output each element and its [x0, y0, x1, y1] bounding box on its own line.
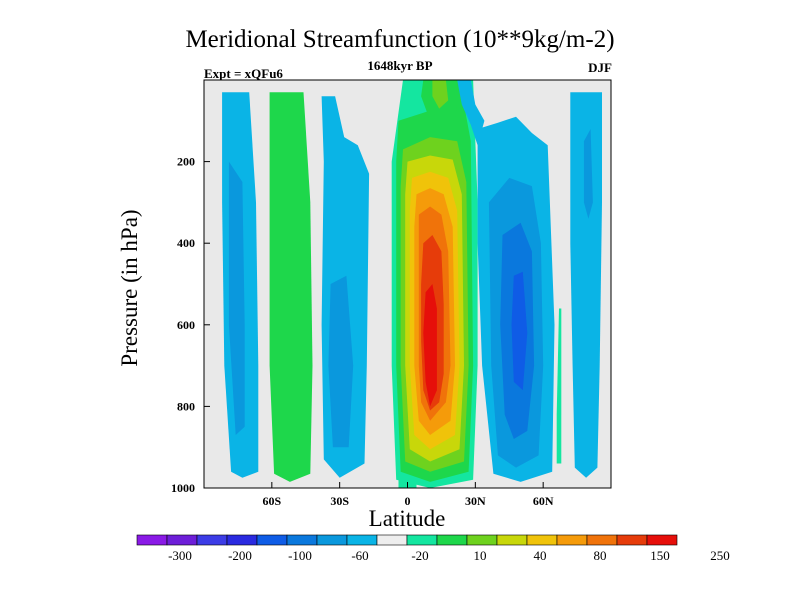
contour-region	[511, 271, 528, 391]
contour-region	[457, 80, 485, 146]
x-tick-label: 60N	[533, 494, 554, 508]
x-tick-label: 30S	[330, 494, 349, 508]
colorbar-swatch	[526, 534, 558, 546]
contour-region	[556, 308, 562, 464]
colorbar-label: 80	[594, 548, 607, 563]
colorbar-label: 40	[534, 548, 547, 563]
colorbar-swatch	[226, 534, 258, 546]
colorbar-swatch	[376, 534, 408, 546]
y-tick-label: 1000	[171, 481, 195, 495]
colorbar-swatch	[166, 534, 198, 546]
chart-title: Meridional Streamfunction (10**9kg/m-2)	[185, 26, 615, 53]
experiment-label: Expt = xQFu6	[204, 66, 283, 81]
x-tick-label: 0	[405, 494, 411, 508]
x-tick-label: 30N	[465, 494, 486, 508]
colorbar-swatch	[496, 534, 528, 546]
contour-region	[432, 80, 449, 109]
colorbar-swatch	[286, 534, 318, 546]
colorbar-label: -300	[168, 548, 192, 563]
colorbar-swatch	[196, 534, 228, 546]
contour-region	[583, 129, 593, 219]
colorbar-label: 250	[710, 548, 730, 563]
colorbar-label: 10	[474, 548, 487, 563]
season-label: DJF	[588, 60, 612, 75]
y-tick-label: 600	[177, 318, 195, 332]
colorbar-label: -60	[351, 548, 368, 563]
colorbar-swatch	[466, 534, 498, 546]
colorbar-swatch	[616, 534, 648, 546]
colorbar-swatch	[586, 534, 618, 546]
colorbar-label: -100	[288, 548, 312, 563]
colorbar-swatch	[136, 534, 168, 546]
colorbar-swatch	[316, 534, 348, 546]
colorbar-swatch	[346, 534, 378, 546]
contour-region	[570, 92, 602, 478]
x-axis-title: Latitude	[369, 506, 446, 531]
colorbar-swatch	[436, 534, 468, 546]
x-axis: 60S 30S 0 30N 60N	[262, 482, 554, 508]
colorbar-label: 150	[650, 548, 670, 563]
y-tick-label: 200	[177, 155, 195, 169]
colorbar-label: -200	[228, 548, 252, 563]
contour-fill-group	[222, 80, 602, 488]
colorbar-swatch	[646, 534, 678, 546]
contour-region	[269, 92, 313, 482]
y-tick-label: 800	[177, 399, 195, 413]
colorbar-swatch	[256, 534, 288, 546]
contour-region	[423, 284, 437, 407]
y-axis: 200 400 600 800 1000	[171, 155, 210, 495]
colorbar-swatch	[556, 534, 588, 546]
y-axis-title: Pressure (in hPa)	[117, 209, 142, 366]
colorbar-label: -20	[411, 548, 428, 563]
y-tick-label: 400	[177, 236, 195, 250]
contour-region	[328, 275, 354, 448]
chart-subtitle: 1648kyr BP	[367, 58, 433, 73]
colorbar: -300 -200 -100 -60 -20 10 40 80 150 250	[136, 534, 730, 563]
x-tick-label: 60S	[262, 494, 281, 508]
contour-region	[228, 161, 245, 435]
colorbar-swatch	[406, 534, 438, 546]
